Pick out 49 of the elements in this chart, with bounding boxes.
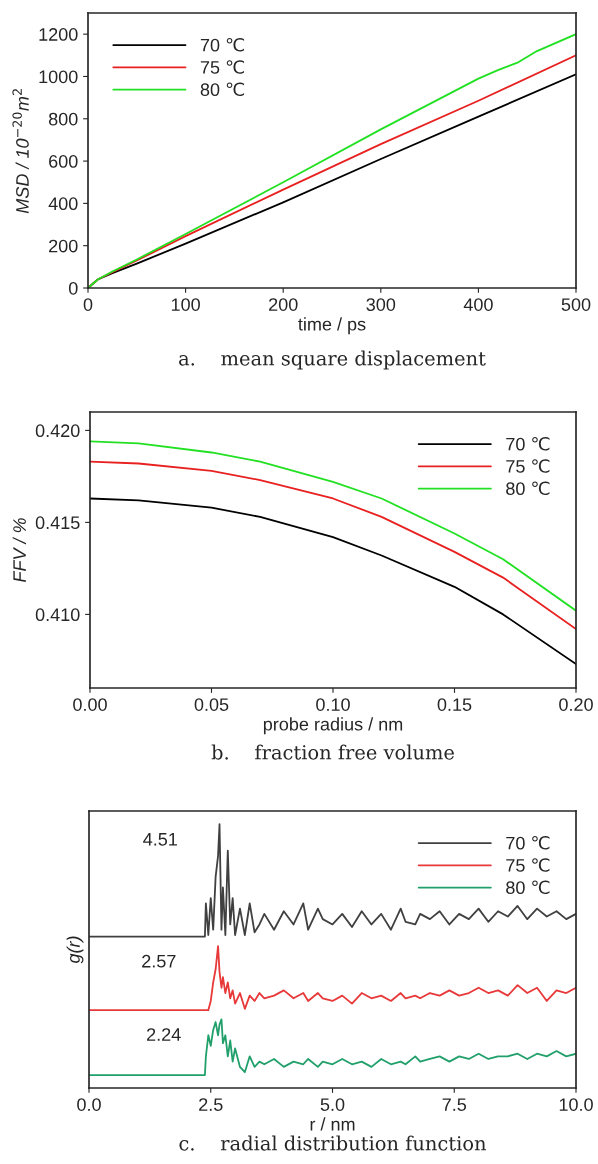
x-tick-label: 0.0 — [77, 1098, 101, 1111]
x-tick-label: 2.5 — [199, 1098, 223, 1111]
line-series — [90, 460, 576, 631]
legend-label: 80 ℃ — [506, 481, 550, 496]
y-tick-label: 0.420 — [35, 424, 80, 438]
legend-label: 75 ℃ — [506, 858, 550, 872]
y-tick-label: 800 — [48, 112, 78, 126]
x-tick-label: 0.00 — [73, 698, 107, 711]
y-tick-label: 0.415 — [35, 516, 80, 530]
legend-label: 75 ℃ — [200, 60, 245, 74]
x-tick-label: 10.0 — [559, 1098, 593, 1111]
line-series — [90, 497, 576, 665]
y-axis-title: g(r) — [66, 936, 84, 964]
x-tick-label: 0 — [83, 298, 93, 311]
x-tick-label: 0.05 — [194, 698, 229, 711]
legend-label: 70 ℃ — [506, 436, 550, 451]
y-tick-label: 200 — [49, 239, 78, 253]
y-tick-label: 0.410 — [35, 608, 80, 622]
text: c. radial distribution function — [179, 1135, 487, 1151]
x-axis-title: probe radius / nm — [263, 717, 403, 735]
x-tick-label: 100 — [171, 298, 200, 311]
x-tick-label: 5.0 — [320, 1098, 345, 1111]
y-axis-title: FFV / % — [12, 518, 26, 583]
x-tick-label: 300 — [366, 298, 396, 311]
y-tick-label: 0 — [68, 281, 78, 295]
x-tick-label: 0.20 — [559, 698, 593, 711]
annotation: 2.24 — [147, 1028, 181, 1041]
x-tick-label: 400 — [463, 298, 493, 311]
x-tick-label: 500 — [561, 298, 591, 311]
y-tick-label: 1200 — [39, 28, 78, 41]
x-tick-label: 0.15 — [437, 698, 472, 711]
x-axis-title: r / nm — [310, 1117, 355, 1131]
text: a. mean square displacement — [179, 350, 486, 370]
x-axis-title: time / ps — [298, 317, 366, 335]
legend-label: 80 ℃ — [506, 880, 550, 895]
y-tick-label: 400 — [48, 197, 78, 211]
x-tick-label: 7.5 — [442, 1098, 467, 1111]
y-axis-title: MSD / 10$^{−20}$m$^{2}$ — [12, 89, 29, 214]
legend-label: 80 ℃ — [200, 82, 245, 97]
x-tick-label: 200 — [269, 298, 298, 311]
text: b. fraction free volume — [211, 744, 454, 760]
legend-label: 70 ℃ — [506, 835, 550, 850]
legend-label: 75 ℃ — [506, 459, 550, 473]
annotation: 2.57 — [142, 954, 176, 968]
legend-label: 70 ℃ — [200, 37, 245, 52]
y-tick-label: 600 — [49, 155, 78, 168]
annotation: 4.51 — [143, 833, 177, 846]
y-tick-label: 1000 — [39, 70, 78, 84]
x-tick-label: 0.10 — [316, 698, 350, 711]
